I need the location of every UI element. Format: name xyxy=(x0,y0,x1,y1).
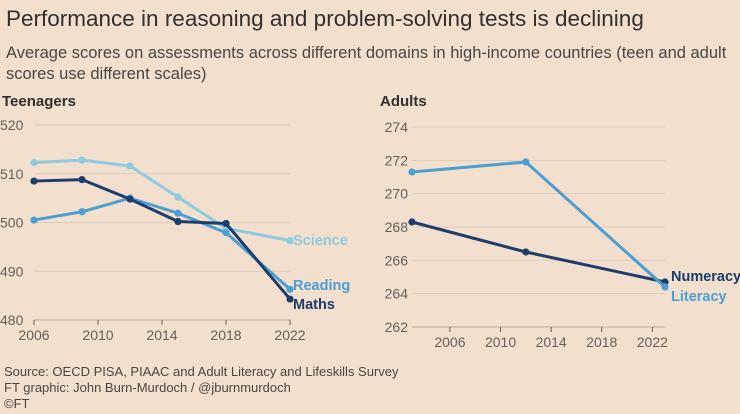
literacy-point xyxy=(661,283,669,291)
maths-point xyxy=(174,217,182,226)
reading-point xyxy=(222,229,230,237)
science-point xyxy=(78,156,86,164)
teenagers-panel: Teenagers 480 490 500 510 520 2006 2010 2014 2018… xyxy=(0,93,350,343)
teenagers-y-tick-label: 500 xyxy=(0,215,24,231)
teenagers-y-tick-label: 510 xyxy=(0,166,24,182)
adults-y-tick-label: 262 xyxy=(385,319,409,335)
science-point xyxy=(30,158,38,167)
maths-point xyxy=(30,177,38,185)
maths-line xyxy=(32,178,292,301)
chart-title: Performance in reasoning and problem-sol… xyxy=(6,6,644,31)
adults-y-tick-label: 266 xyxy=(385,252,409,268)
science-line xyxy=(32,158,292,243)
reading-point xyxy=(286,285,294,293)
adults-y-tick-label: 268 xyxy=(385,219,409,235)
footer: Source: OECD PISA, PIAAC and Adult Liter… xyxy=(4,364,399,412)
graphic-credit: FT graphic: John Burn-Murdoch / @jburnmu… xyxy=(4,380,291,395)
teenagers-panel-title: Teenagers xyxy=(2,93,76,110)
adults-x-tick-label: 2014 xyxy=(536,334,567,350)
teenagers-x-tick-label: 2010 xyxy=(82,327,113,343)
numeracy-series-label: Numeracy xyxy=(671,269,740,285)
science-point xyxy=(126,162,134,170)
literacy-series-label: Literacy xyxy=(671,289,727,305)
copyright: ©FT xyxy=(4,396,30,411)
adults-panel: Adults 262 264 266 268 270 272 274 2006 2010 2014 2… xyxy=(380,93,740,350)
teenagers-y-tick-label: 490 xyxy=(0,263,24,279)
science-series-label: Science xyxy=(293,233,348,249)
numeracy-point xyxy=(522,248,530,256)
source-note: Source: OECD PISA, PIAAC and Adult Liter… xyxy=(4,364,399,379)
numeracy-point xyxy=(408,218,416,226)
science-point xyxy=(286,236,294,245)
maths-point xyxy=(126,195,134,203)
maths-point xyxy=(222,219,230,228)
teenagers-x-tick-label: 2014 xyxy=(146,327,177,343)
teenagers-y-tick-label: 520 xyxy=(0,117,24,133)
science-point xyxy=(174,193,182,201)
adults-x-tick-label: 2006 xyxy=(434,334,465,350)
maths-point xyxy=(78,176,86,184)
adults-panel-title: Adults xyxy=(380,93,427,110)
reading-line xyxy=(32,196,292,291)
reading-point xyxy=(30,216,38,224)
reading-series-label: Reading xyxy=(293,278,350,294)
literacy-line xyxy=(410,160,667,289)
reading-point xyxy=(78,208,86,216)
teenagers-x-tick-label: 2022 xyxy=(274,327,305,343)
adults-x-tick-label: 2010 xyxy=(485,334,516,350)
adults-y-tick-label: 272 xyxy=(385,152,409,168)
teenagers-x-tick-label: 2018 xyxy=(210,327,241,343)
literacy-point xyxy=(408,168,416,176)
chart-subtitle: Average scores on assessments across dif… xyxy=(6,44,727,83)
reading-point xyxy=(174,209,182,217)
adults-x-tick-label: 2022 xyxy=(637,334,668,350)
adults-y-tick-label: 274 xyxy=(385,119,409,135)
teenagers-x-tick-label: 2006 xyxy=(18,327,49,343)
adults-y-tick-label: 270 xyxy=(385,186,409,202)
teenagers-y-tick-label: 480 xyxy=(0,312,24,328)
adults-y-tick-label: 264 xyxy=(385,286,409,302)
literacy-point xyxy=(522,158,530,166)
adults-x-tick-label: 2018 xyxy=(586,334,617,350)
maths-point xyxy=(286,295,294,303)
maths-series-label: Maths xyxy=(293,297,335,313)
